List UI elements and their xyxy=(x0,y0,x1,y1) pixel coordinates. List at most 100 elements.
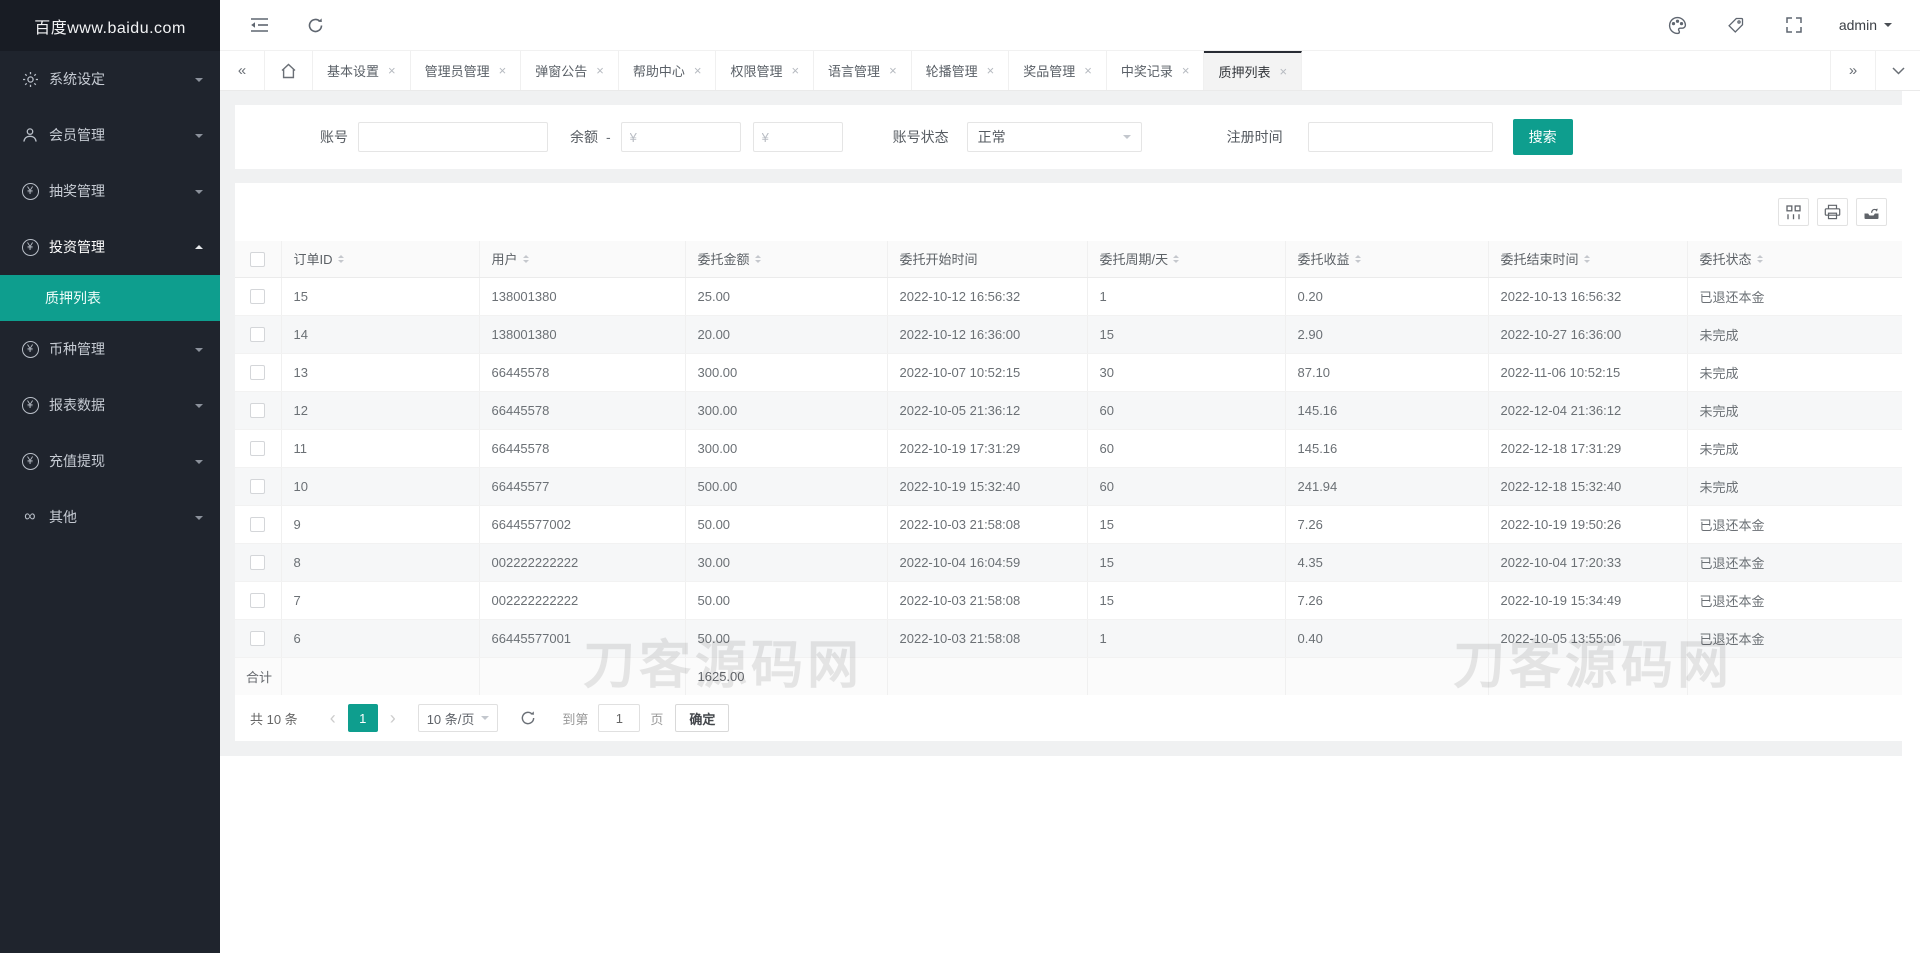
sidebar-item-label: 系统设定 xyxy=(49,71,105,87)
tab-close-icon[interactable]: × xyxy=(1084,63,1092,78)
row-checkbox[interactable] xyxy=(250,479,266,495)
tab-close-icon[interactable]: × xyxy=(693,63,702,78)
confirm-button[interactable]: 确定 xyxy=(675,704,730,732)
print-button[interactable] xyxy=(1817,198,1848,226)
row-checkbox[interactable] xyxy=(250,517,266,533)
tab-close-icon[interactable]: × xyxy=(498,63,507,78)
cell-profit: 145.16 xyxy=(1285,429,1489,468)
tab-close-icon[interactable]: × xyxy=(986,63,995,78)
chevron-down-icon xyxy=(195,515,203,524)
tab-carousel[interactable]: 轮播管理 × xyxy=(912,51,1010,90)
cell-user: 66445578 xyxy=(479,429,686,468)
refresh-icon[interactable] xyxy=(304,14,326,36)
sidebar-subitem-pledge-list[interactable]: 质押列表 xyxy=(0,275,220,321)
row-checkbox[interactable] xyxy=(250,593,266,609)
cell-start-time: 2022-10-12 16:56:32 xyxy=(887,277,1088,316)
balance-max-input[interactable] xyxy=(752,122,843,152)
row-checkbox[interactable] xyxy=(250,441,266,457)
fullscreen-icon[interactable] xyxy=(1783,14,1805,36)
chevron-down-icon xyxy=(195,459,203,468)
prev-page-icon[interactable]: ‹ xyxy=(329,708,336,728)
table-row: 12 66445578 300.00 2022-10-05 21:36:12 6… xyxy=(235,391,1902,430)
pagination-total: 共 10 条 xyxy=(250,711,298,727)
table-row: 6 66445577001 50.00 2022-10-03 21:58:08 … xyxy=(235,619,1902,658)
sort-icon[interactable] xyxy=(1354,252,1361,266)
account-input[interactable] xyxy=(358,122,548,152)
sort-icon[interactable] xyxy=(754,252,761,266)
cell-user: 66445578 xyxy=(479,353,686,392)
cell-period: 60 xyxy=(1087,391,1286,430)
row-checkbox[interactable] xyxy=(250,365,266,381)
tab-popup-notice[interactable]: 弹窗公告 × xyxy=(521,51,619,90)
row-checkbox[interactable] xyxy=(250,631,266,647)
tab-permissions[interactable]: 权限管理 × xyxy=(716,51,815,90)
table-row: 11 66445578 300.00 2022-10-19 17:31:29 6… xyxy=(235,429,1902,468)
page-number-button[interactable]: 1 xyxy=(347,704,378,732)
cell-status: 未完成 xyxy=(1687,467,1902,506)
export-button[interactable] xyxy=(1856,198,1887,226)
sort-icon[interactable] xyxy=(522,252,529,266)
sidebar-item-members[interactable]: 会员管理 xyxy=(0,107,220,163)
row-checkbox[interactable] xyxy=(250,555,266,571)
sort-icon[interactable] xyxy=(1583,252,1590,266)
sidebar-item-lottery[interactable]: ¥ 抽奖管理 xyxy=(0,163,220,219)
sort-icon[interactable] xyxy=(1756,252,1763,266)
tab-close-icon[interactable]: × xyxy=(388,63,396,78)
tab-close-icon[interactable]: × xyxy=(889,63,897,78)
search-button[interactable]: 搜索 xyxy=(1512,119,1573,155)
export-icon xyxy=(1864,208,1879,219)
chevron-down-icon xyxy=(195,77,203,86)
page-size-select[interactable]: 10 条/页 xyxy=(417,704,499,732)
sidebar-item-deposit-withdraw[interactable]: ¥ 充值提现 xyxy=(0,433,220,489)
row-checkbox[interactable] xyxy=(250,289,266,305)
sidebar-subitem-label: 质押列表 xyxy=(45,290,101,306)
cell-order-id: 12 xyxy=(281,391,480,430)
row-checkbox[interactable] xyxy=(250,327,266,343)
register-time-input[interactable] xyxy=(1307,122,1493,152)
tab-help-center[interactable]: 帮助中心 × xyxy=(619,51,717,90)
cell-amount: 50.00 xyxy=(685,581,888,620)
cell-start-time: 2022-10-19 15:32:40 xyxy=(887,467,1088,506)
cell-amount: 50.00 xyxy=(685,619,888,658)
tab-prizes[interactable]: 奖品管理 × xyxy=(1009,51,1107,90)
pagination-refresh-icon[interactable] xyxy=(520,710,536,726)
tab-close-icon[interactable]: × xyxy=(1279,64,1288,79)
palette-icon[interactable] xyxy=(1667,14,1689,36)
cell-end-time: 2022-10-19 15:34:49 xyxy=(1488,581,1688,620)
sort-icon[interactable] xyxy=(337,252,344,266)
account-status-select[interactable]: 正常 xyxy=(966,122,1142,152)
sidebar-item-reports[interactable]: ¥ 报表数据 xyxy=(0,377,220,433)
scrollbar-track[interactable] xyxy=(1902,91,1920,756)
sidebar-item-investment[interactable]: ¥ 投资管理 xyxy=(0,219,220,275)
tab-close-icon[interactable]: × xyxy=(1181,63,1190,78)
tabs-scroll-left-icon[interactable]: « xyxy=(220,51,265,90)
goto-page-input[interactable] xyxy=(598,704,641,732)
columns-filter-button[interactable] xyxy=(1778,198,1809,226)
balance-min-input[interactable] xyxy=(620,122,741,152)
tab-close-icon[interactable]: × xyxy=(791,63,800,78)
tabs-scroll-right-icon[interactable]: » xyxy=(1830,51,1875,90)
tab-pledge-list[interactable]: 质押列表 × xyxy=(1204,51,1303,90)
user-menu[interactable]: admin xyxy=(1839,17,1892,33)
tag-icon[interactable] xyxy=(1725,14,1747,36)
tab-admin-manage[interactable]: 管理员管理 × xyxy=(411,51,522,90)
tabs-menu-button[interactable] xyxy=(1875,51,1920,90)
home-tab[interactable] xyxy=(265,51,313,90)
tab-language[interactable]: 语言管理 × xyxy=(814,51,912,90)
cell-status: 未完成 xyxy=(1687,353,1902,392)
menu-fold-icon[interactable] xyxy=(248,14,270,36)
next-page-icon[interactable]: › xyxy=(389,708,396,728)
tab-close-icon[interactable]: × xyxy=(596,63,604,78)
cell-user: 138001380 xyxy=(479,277,686,316)
select-all-checkbox[interactable] xyxy=(250,251,266,267)
sort-icon[interactable] xyxy=(1173,252,1180,266)
sidebar-item-system-settings[interactable]: 系统设定 xyxy=(0,51,220,107)
sidebar-item-other[interactable]: ∞ 其他 xyxy=(0,489,220,545)
chevron-down-icon xyxy=(481,716,490,724)
tab-winning-records[interactable]: 中奖记录 × xyxy=(1107,51,1205,90)
tab-basic-settings[interactable]: 基本设置 × xyxy=(313,51,411,90)
table-row: 8 002222222222 30.00 2022-10-04 16:04:59… xyxy=(235,543,1902,582)
cell-amount: 300.00 xyxy=(685,429,888,468)
row-checkbox[interactable] xyxy=(250,403,266,419)
sidebar-item-currency[interactable]: ¥ 币种管理 xyxy=(0,321,220,377)
